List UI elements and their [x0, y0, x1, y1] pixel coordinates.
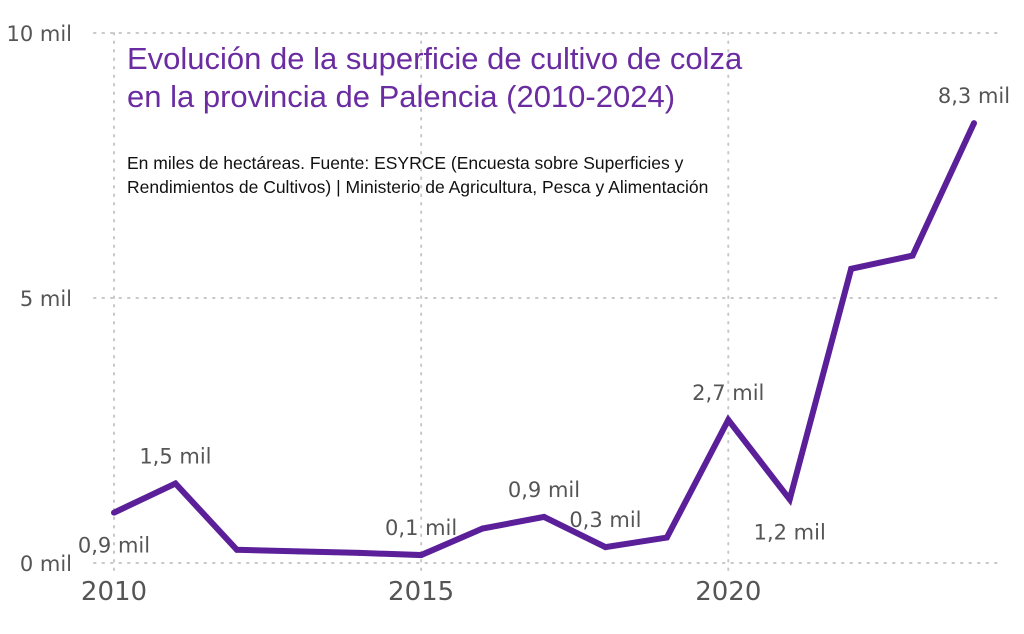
- y-tick-label: 0 mil: [20, 552, 72, 576]
- x-tick-label: 2015: [388, 577, 454, 607]
- data-labels: 0,9 mil 1,5 mil 0,1 mil 0,9 mil 0,3 mil 2,7 m…: [78, 84, 1010, 558]
- data-point: [111, 509, 117, 516]
- x-tick-label: 2020: [695, 577, 761, 607]
- chart-title: Evolución de la superficie de cultivo de…: [127, 40, 827, 116]
- data-point: [848, 265, 855, 272]
- data-label: 1,2 mil: [754, 520, 826, 544]
- y-tick-label: 10 mil: [6, 22, 72, 46]
- data-point: [971, 120, 977, 127]
- data-label: 0,9 mil: [78, 534, 150, 558]
- data-point: [909, 252, 916, 259]
- chart-title-line-2: en la provincia de Palencia (2010-2024): [127, 79, 676, 114]
- data-point: [172, 480, 179, 487]
- data-point: [233, 546, 240, 553]
- data-label: 0,1 mil: [385, 516, 457, 540]
- chart-subtitle-line-2: Rendimientos de Cultivos) | Ministerio d…: [127, 177, 709, 197]
- data-label: 2,7 mil: [692, 381, 764, 405]
- chart-title-line-1: Evolución de la superficie de cultivo de…: [127, 41, 743, 76]
- grid-lines: [93, 32, 1001, 572]
- series-layer: [111, 120, 977, 559]
- data-label: 8,3 mil: [938, 84, 1010, 108]
- data-point: [786, 496, 793, 503]
- y-tick-label: 5 mil: [20, 287, 72, 311]
- chart-subtitle-line-1: En miles de hectáreas. Fuente: ESYRCE (E…: [127, 153, 684, 173]
- data-point: [418, 552, 425, 559]
- data-point: [541, 513, 547, 520]
- x-axis-ticks: 2010 2015 2020: [81, 577, 761, 607]
- chart-subtitle: En miles de hectáreas. Fuente: ESYRCE (E…: [127, 151, 807, 199]
- x-tick-label: 2010: [81, 577, 147, 607]
- data-point: [479, 525, 486, 532]
- data-label: 1,5 mil: [139, 445, 211, 469]
- data-point: [356, 549, 363, 556]
- data-point: [725, 416, 732, 423]
- data-point: [602, 544, 609, 551]
- data-point: [663, 534, 670, 541]
- data-label: 0,9 mil: [508, 478, 580, 502]
- y-axis-ticks: 0 mil 5 mil 10 mil: [6, 22, 72, 576]
- data-label: 0,3 mil: [569, 508, 641, 532]
- data-point: [295, 548, 302, 555]
